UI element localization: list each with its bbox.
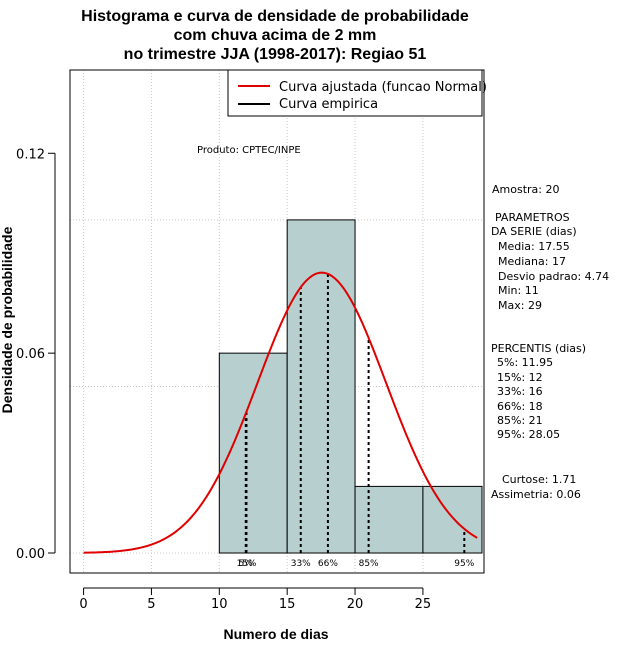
chart-title-line-1: Histograma e curva de densidade de proba… [81, 8, 469, 25]
histogram-bar-3 [354, 485, 424, 554]
x-tick-label-0: 0 [79, 597, 87, 612]
percentis-title: PERCENTIS (dias) [491, 342, 586, 355]
x-tick-label-25: 25 [415, 597, 432, 612]
param-max: Max: 29 [498, 299, 542, 312]
histogram-bar-4 [422, 485, 483, 554]
percentile-label-4: 85% [359, 559, 379, 569]
x-axis-label: Numero de dias [223, 626, 328, 642]
percentile-lines: 5%15% 33% 66% 85% 95% [236, 273, 475, 569]
curtose-text: Curtose: 1.71 [502, 473, 576, 486]
param-mediana: Mediana: 17 [498, 255, 566, 268]
histogram-bar-1 [218, 352, 288, 554]
percentile-label-5: 95% [454, 559, 474, 569]
percentil-5: 5%: 11.95 [497, 356, 553, 369]
normal-curve-path [83, 271, 478, 554]
param-media: Media: 17.55 [498, 240, 570, 253]
percentile-label-3: 66% [318, 559, 338, 569]
percentil-66: 66%: 18 [497, 400, 543, 413]
param-min: Min: 11 [498, 284, 539, 297]
y-tick-label-0: 0.00 [16, 547, 45, 562]
chart-title-line-2: com chuva acima de 2 mm [174, 27, 377, 44]
assimetria-text: Assimetria: 0.06 [491, 488, 581, 501]
x-tick-label-10: 10 [211, 597, 228, 612]
legend-label-empirica: Curva empirica [279, 97, 378, 112]
percentil-33: 33%: 16 [497, 385, 543, 398]
y-tick-label-2: 0.12 [16, 147, 45, 162]
parametros-title: PARAMETROS [495, 211, 570, 224]
chart-title-line-3: no trimestre JJA (1998-2017): Regiao 51 [124, 46, 427, 63]
percentile-label-2: 33% [291, 559, 311, 569]
statistics-panel: Amostra: 20 PARAMETROS DA SERIE (dias) M… [491, 183, 609, 501]
amostra-text: Amostra: 20 [492, 183, 559, 196]
percentile-label-0: 5% [239, 559, 254, 569]
x-tick-label-5: 5 [147, 597, 155, 612]
percentil-85: 85%: 21 [497, 414, 543, 427]
percentil-15: 15%: 12 [497, 371, 543, 384]
normal-curve [83, 271, 478, 554]
x-tick-label-20: 20 [347, 597, 364, 612]
legend-label-normal: Curva ajustada (funcao Normal) [279, 80, 487, 95]
percentile-label-1: 15% [236, 559, 256, 569]
param-desvio: Desvio padrao: 4.74 [498, 270, 609, 283]
y-tick-label-1: 0.06 [16, 347, 45, 362]
histogram-bars [218, 219, 483, 554]
percentil-95: 95%: 28.05 [497, 428, 560, 441]
legend-box [227, 69, 483, 117]
produto-annotation: Produto: CPTEC/INPE [197, 145, 301, 156]
histogram-bar-2 [286, 219, 356, 554]
y-axis-label: Densidade de probabilidade [0, 226, 15, 413]
parametros-subtitle: DA SERIE (dias) [491, 225, 577, 238]
legend: Curva ajustada (funcao Normal) Curva emp… [227, 69, 487, 117]
axes: 0 5 10 15 20 25 0.00 0.06 0.12 [16, 147, 431, 612]
x-tick-label-15: 15 [279, 597, 296, 612]
